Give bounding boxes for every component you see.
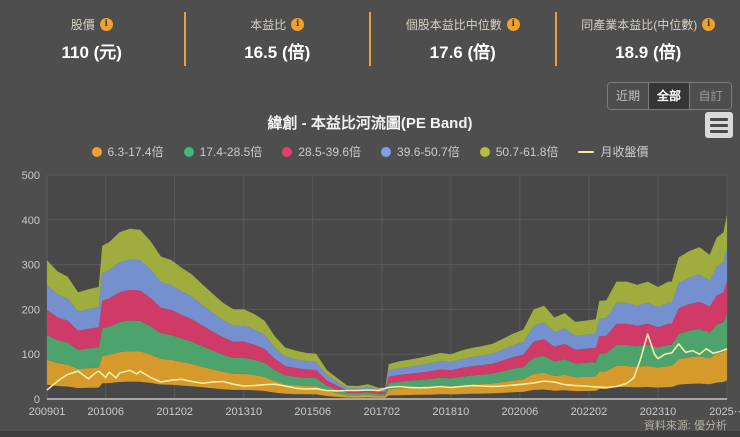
chart-menu-button[interactable] bbox=[705, 112, 733, 138]
y-tick-label: 0 bbox=[34, 394, 40, 406]
x-tick-label: 202006 bbox=[502, 406, 539, 418]
range-button-recent[interactable]: 近期 bbox=[608, 83, 649, 109]
range-button-custom[interactable]: 自訂 bbox=[690, 83, 731, 109]
legend-item[interactable]: 39.6-50.7倍 bbox=[381, 143, 460, 160]
stat-label: 本益比 i bbox=[250, 16, 305, 33]
x-tick-label: 202202 bbox=[571, 406, 608, 418]
pe-band-2 bbox=[47, 280, 727, 394]
legend-label: 17.4-28.5倍 bbox=[199, 145, 263, 159]
legend-item-price[interactable]: 月收盤價 bbox=[578, 143, 648, 160]
range-button-all[interactable]: 全部 bbox=[649, 83, 690, 109]
hamburger-icon bbox=[710, 129, 728, 133]
legend-line-icon bbox=[578, 150, 595, 153]
legend-dot-icon bbox=[381, 146, 392, 157]
x-tick-label: 201310 bbox=[225, 406, 262, 418]
x-tick-label: 201702 bbox=[363, 406, 400, 418]
legend-label: 月收盤價 bbox=[600, 145, 649, 159]
stat-label-text: 個股本益比中位數 bbox=[405, 17, 502, 32]
info-icon[interactable]: i bbox=[506, 17, 520, 31]
stat-label: 股價 i bbox=[71, 16, 113, 33]
x-tick-label: 201810 bbox=[432, 406, 469, 418]
stat-industry-pe-median: 同產業本益比(中位數) i 18.9 (倍) bbox=[557, 10, 740, 68]
legend-dot-icon bbox=[91, 146, 102, 157]
legend-item[interactable]: 50.7-61.8倍 bbox=[479, 143, 559, 160]
hamburger-icon bbox=[710, 117, 728, 121]
x-tick-label: 201202 bbox=[156, 406, 193, 418]
stat-value: 16.5 (倍) bbox=[244, 42, 311, 62]
pe-band-0 bbox=[47, 347, 727, 398]
legend-dot-icon bbox=[183, 146, 194, 157]
pe-band-chart[interactable]: 0 100 200 300 400 500 200901 201006 201202 201310… bbox=[0, 168, 740, 437]
stat-label-text: 本益比 bbox=[250, 17, 287, 32]
stat-value: 110 (元) bbox=[61, 42, 122, 62]
stat-label: 個股本益比中位數 i bbox=[406, 16, 520, 33]
stat-value: 17.6 (倍) bbox=[429, 42, 496, 62]
range-selector: 近期 全部 自訂 bbox=[607, 82, 732, 110]
legend-item[interactable]: 17.4-28.5倍 bbox=[183, 143, 263, 160]
stat-pe-median: 個股本益比中位數 i 17.6 (倍) bbox=[371, 10, 555, 68]
y-tick-label: 500 bbox=[22, 170, 40, 182]
y-tick-label: 200 bbox=[22, 304, 40, 316]
stat-label-text: 同產業本益比(中位數) bbox=[581, 17, 698, 32]
info-icon[interactable]: i bbox=[702, 17, 716, 31]
stats-header: 股價 i 110 (元) 本益比 i 16.5 (倍) 個股本益比中位數 i 1… bbox=[0, 10, 740, 68]
stat-divider bbox=[369, 12, 371, 66]
x-tick-label: 202310 bbox=[640, 406, 677, 418]
pe-band-1 bbox=[47, 313, 727, 396]
y-tick-label: 300 bbox=[22, 260, 40, 272]
legend-dot-icon bbox=[282, 146, 293, 157]
chart-title: 緯創 - 本益比河流圖(PE Band) bbox=[267, 115, 473, 132]
stat-stock-price: 股價 i 110 (元) bbox=[0, 10, 184, 68]
stat-value: 18.9 (倍) bbox=[615, 42, 682, 62]
stat-divider bbox=[183, 12, 186, 66]
stat-label-text: 股價 bbox=[70, 17, 95, 32]
legend-item[interactable]: 28.5-39.6倍 bbox=[282, 143, 361, 160]
legend-label: 28.5-39.6倍 bbox=[298, 145, 362, 159]
data-source-label: 資料來源: 優分析 bbox=[643, 420, 727, 432]
x-tick-label: 200901 bbox=[29, 406, 66, 418]
legend-label: 50.7-61.8倍 bbox=[495, 145, 559, 159]
y-tick-label: 400 bbox=[22, 215, 40, 227]
stat-divider bbox=[554, 12, 557, 66]
hamburger-icon bbox=[710, 123, 728, 127]
x-tick-label: 201006 bbox=[87, 406, 124, 418]
price-line bbox=[46, 333, 728, 392]
info-icon[interactable]: i bbox=[99, 17, 113, 31]
bottom-strip bbox=[0, 431, 740, 437]
legend-label: 39.6-50.7倍 bbox=[397, 145, 460, 159]
stat-pe-ratio: 本益比 i 16.5 (倍) bbox=[186, 10, 370, 68]
legend-label: 6.3-17.4倍 bbox=[107, 145, 164, 159]
x-tick-label: 2025⋯ bbox=[709, 406, 740, 418]
legend-item[interactable]: 6.3-17.4倍 bbox=[91, 143, 164, 160]
legend-dot-icon bbox=[479, 146, 490, 157]
stat-label: 同產業本益比(中位數) i bbox=[581, 16, 716, 33]
chart-legend: 6.3-17.4倍 17.4-28.5倍 28.5-39.6倍 39.6-50.7倍 5… bbox=[0, 143, 740, 160]
info-icon[interactable]: i bbox=[291, 17, 305, 31]
x-tick-label: 201506 bbox=[294, 406, 331, 418]
y-tick-label: 100 bbox=[22, 349, 40, 361]
